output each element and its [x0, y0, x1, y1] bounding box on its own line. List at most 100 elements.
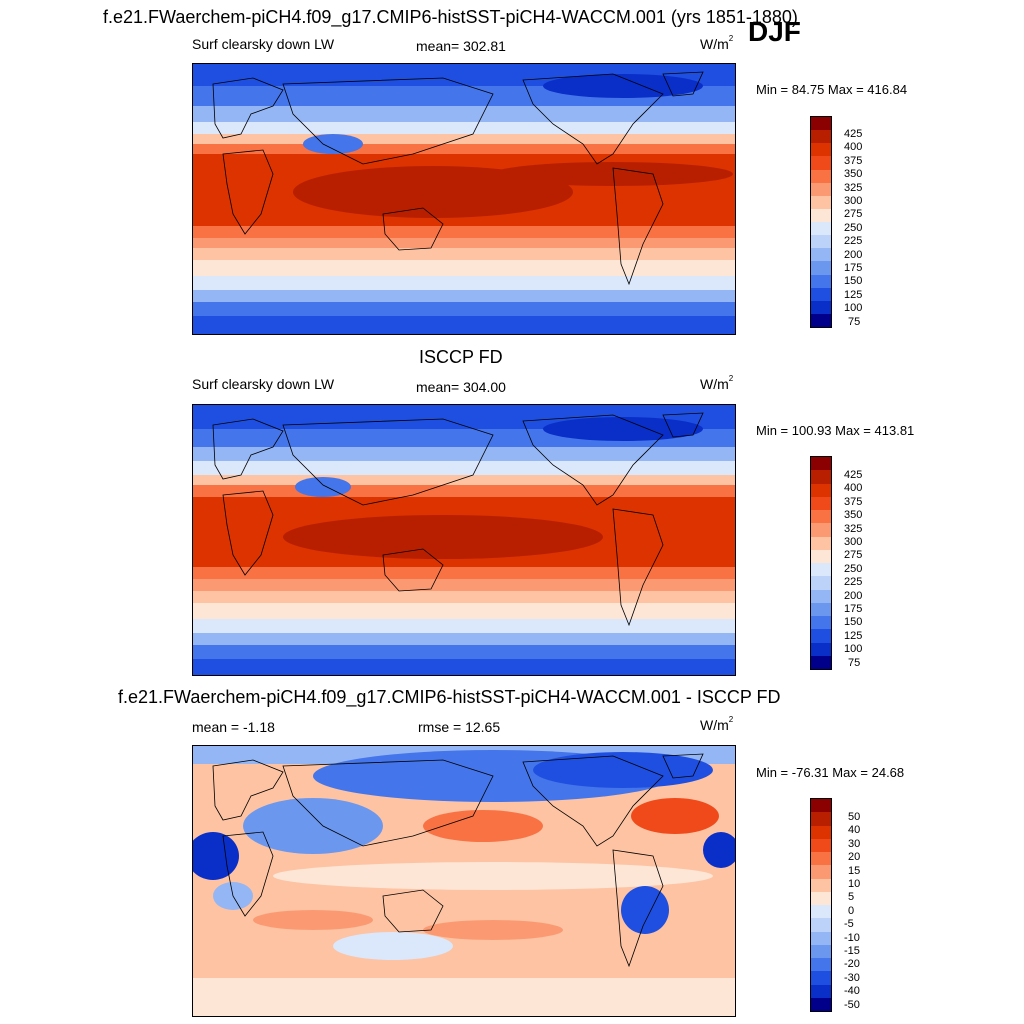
coast-north-america	[522, 414, 664, 506]
colorbar-tick-label: 125	[844, 288, 863, 301]
cold-patch	[303, 134, 363, 154]
diff-patch	[703, 832, 735, 868]
colorbar-swatch	[811, 300, 831, 314]
panel1-map	[192, 63, 736, 335]
coast-greenland	[662, 753, 704, 779]
panel1-colorbar	[810, 116, 832, 328]
panel1-variable: Surf clearsky down LW	[192, 36, 335, 52]
coast-europe	[212, 759, 284, 821]
colorbar-swatch	[811, 616, 831, 630]
panel3-units: W/m2	[700, 715, 734, 733]
panel2-map	[192, 404, 736, 676]
colorbar-swatch	[811, 510, 831, 524]
season-label: DJF	[748, 16, 801, 47]
diff-patch	[423, 810, 543, 842]
field-band	[193, 485, 735, 497]
panel2-colorbar	[810, 456, 832, 670]
field-band	[193, 633, 735, 645]
field-band	[193, 603, 735, 619]
colorbar-swatch	[811, 852, 831, 866]
coastlines	[212, 753, 704, 968]
colorbar-swatch	[811, 313, 831, 327]
field-band	[193, 591, 735, 603]
panel2-minmax: Min = 100.93 Max = 413.81	[756, 423, 915, 438]
colorbar-tick-label: 275	[844, 549, 863, 562]
coast-australia	[382, 548, 444, 592]
colorbar-tick-label: 425	[844, 128, 863, 140]
field-band	[193, 106, 735, 122]
coast-africa	[222, 149, 274, 235]
colorbar-tick-label: 325	[844, 181, 863, 194]
colorbar-swatch	[811, 918, 831, 932]
colorbar-tick-label: 50	[848, 811, 861, 823]
colorbar-swatch	[811, 563, 831, 577]
colorbar-swatch	[811, 825, 831, 839]
field-band	[193, 567, 735, 579]
field-band	[193, 226, 735, 238]
colorbar-swatch	[811, 248, 831, 262]
colorbar-tick-label: -5	[844, 918, 854, 931]
field-band	[193, 645, 735, 659]
colorbar-tick-label: 30	[848, 837, 861, 850]
coastlines	[212, 412, 704, 627]
colorbar-tick-label: 0	[848, 904, 855, 917]
colorbar-tick-label: 150	[844, 275, 863, 288]
field-band	[193, 276, 735, 290]
colorbar-tick-label: 75	[848, 656, 861, 669]
coast-asia	[282, 418, 494, 506]
cold-patch	[543, 74, 703, 98]
field-band	[193, 461, 735, 475]
colorbar-swatch	[811, 905, 831, 919]
diff-patch	[621, 886, 669, 934]
colorbar-tick-label: 250	[844, 562, 863, 575]
field-band	[193, 447, 735, 461]
coast-south-america	[612, 849, 664, 968]
colorbar-tick-label: 5	[848, 891, 855, 904]
field-band	[193, 144, 735, 154]
field-band	[193, 134, 735, 144]
colorbar-swatch	[811, 944, 831, 958]
colorbar-swatch	[811, 865, 831, 879]
field-band	[193, 122, 735, 134]
panel3-mean: mean = -1.18	[192, 719, 275, 735]
colorbar-swatch	[811, 117, 831, 131]
diff-patch	[533, 752, 713, 788]
colorbar-tick-label: 20	[848, 851, 861, 864]
colorbar-swatch	[811, 222, 831, 236]
diff-patch	[253, 910, 373, 930]
colorbar-tick-label: 250	[844, 221, 863, 234]
panel1-field	[193, 64, 735, 334]
colorbar-tick-label: 150	[844, 616, 863, 629]
colorbar-tick-label: -30	[844, 971, 860, 984]
field-band	[193, 978, 735, 1016]
colorbar-swatch	[811, 156, 831, 170]
panel3-minmax: Min = -76.31 Max = 24.68	[756, 765, 905, 780]
diff-patch	[333, 932, 453, 960]
colorbar-swatch	[811, 483, 831, 497]
coastlines	[212, 71, 704, 286]
colorbar-tick-label: 200	[844, 589, 863, 602]
panel1-units: W/m2	[700, 34, 734, 52]
field-band	[193, 619, 735, 633]
coast-asia	[282, 759, 494, 847]
colorbar-tick-label: 225	[844, 235, 863, 248]
panel1-mean: mean= 302.81	[416, 38, 506, 54]
field-band	[193, 248, 735, 260]
colorbar-tick-label: 400	[844, 482, 863, 495]
colorbar-tick-label: 100	[844, 302, 863, 315]
field-band	[193, 290, 735, 302]
colorbar-tick-label: 225	[844, 576, 863, 589]
field-band	[193, 579, 735, 591]
colorbar-swatch	[811, 169, 831, 183]
colorbar-swatch	[811, 642, 831, 656]
colorbar-tick-label: -20	[844, 958, 860, 971]
colorbar-swatch	[811, 838, 831, 852]
panel1-minmax: Min = 84.75 Max = 416.84	[756, 82, 908, 97]
colorbar-swatch	[811, 523, 831, 537]
coast-asia	[282, 77, 494, 165]
coast-africa	[222, 831, 274, 917]
colorbar-swatch	[811, 208, 831, 222]
coast-north-america	[522, 73, 664, 165]
panel2-variable: Surf clearsky down LW	[192, 376, 335, 392]
colorbar-tick-label: 350	[844, 168, 863, 181]
